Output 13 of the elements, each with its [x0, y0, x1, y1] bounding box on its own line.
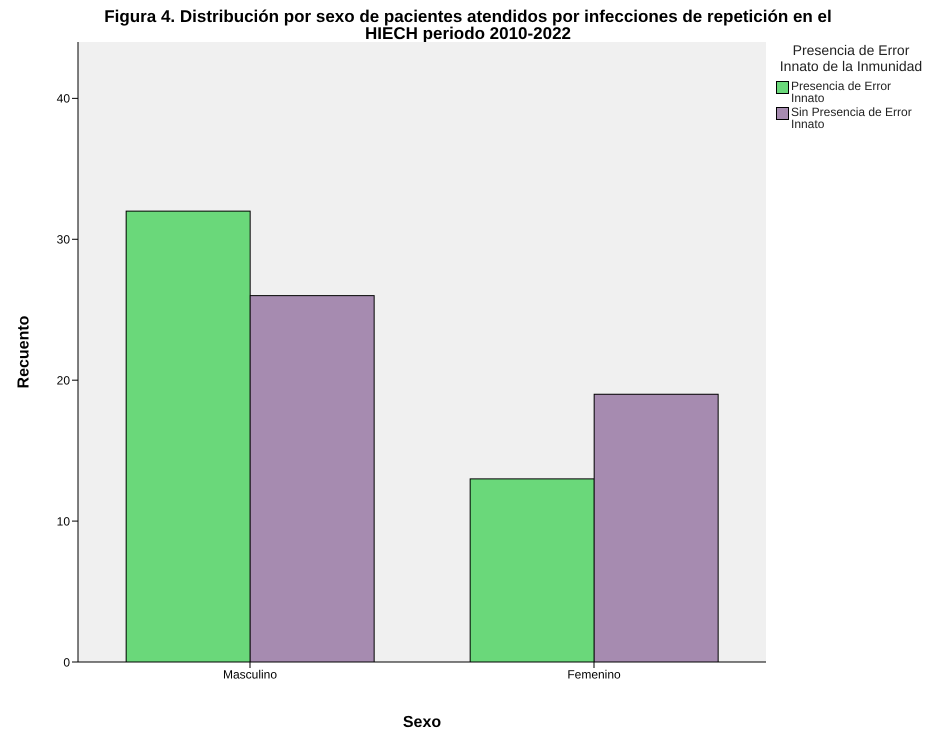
- legend-title: Presencia de Error Innato de la Inmunidad: [778, 42, 924, 74]
- y-tick-label: 40: [56, 92, 70, 106]
- y-tick-label: 20: [56, 373, 70, 388]
- x-axis-title: Sexo: [402, 714, 442, 731]
- y-axis-title: Recuento: [16, 315, 33, 388]
- y-tick-label: 10: [56, 514, 70, 528]
- y-tick-label: 0: [63, 655, 70, 670]
- legend-label: Sin Presencia de Error Innato: [791, 105, 913, 131]
- chart-title: Figura 4. Distribución por sexo de pacientes atendidos por infecciones de repetición en el HIECH periodo 2010-2022: [103, 7, 833, 43]
- legend-label: Presencia de Error Innato: [791, 79, 892, 105]
- x-tick-label: Masculino: [222, 668, 278, 682]
- y-tick-label: 30: [56, 232, 70, 247]
- x-tick-label: Femenino: [567, 668, 621, 682]
